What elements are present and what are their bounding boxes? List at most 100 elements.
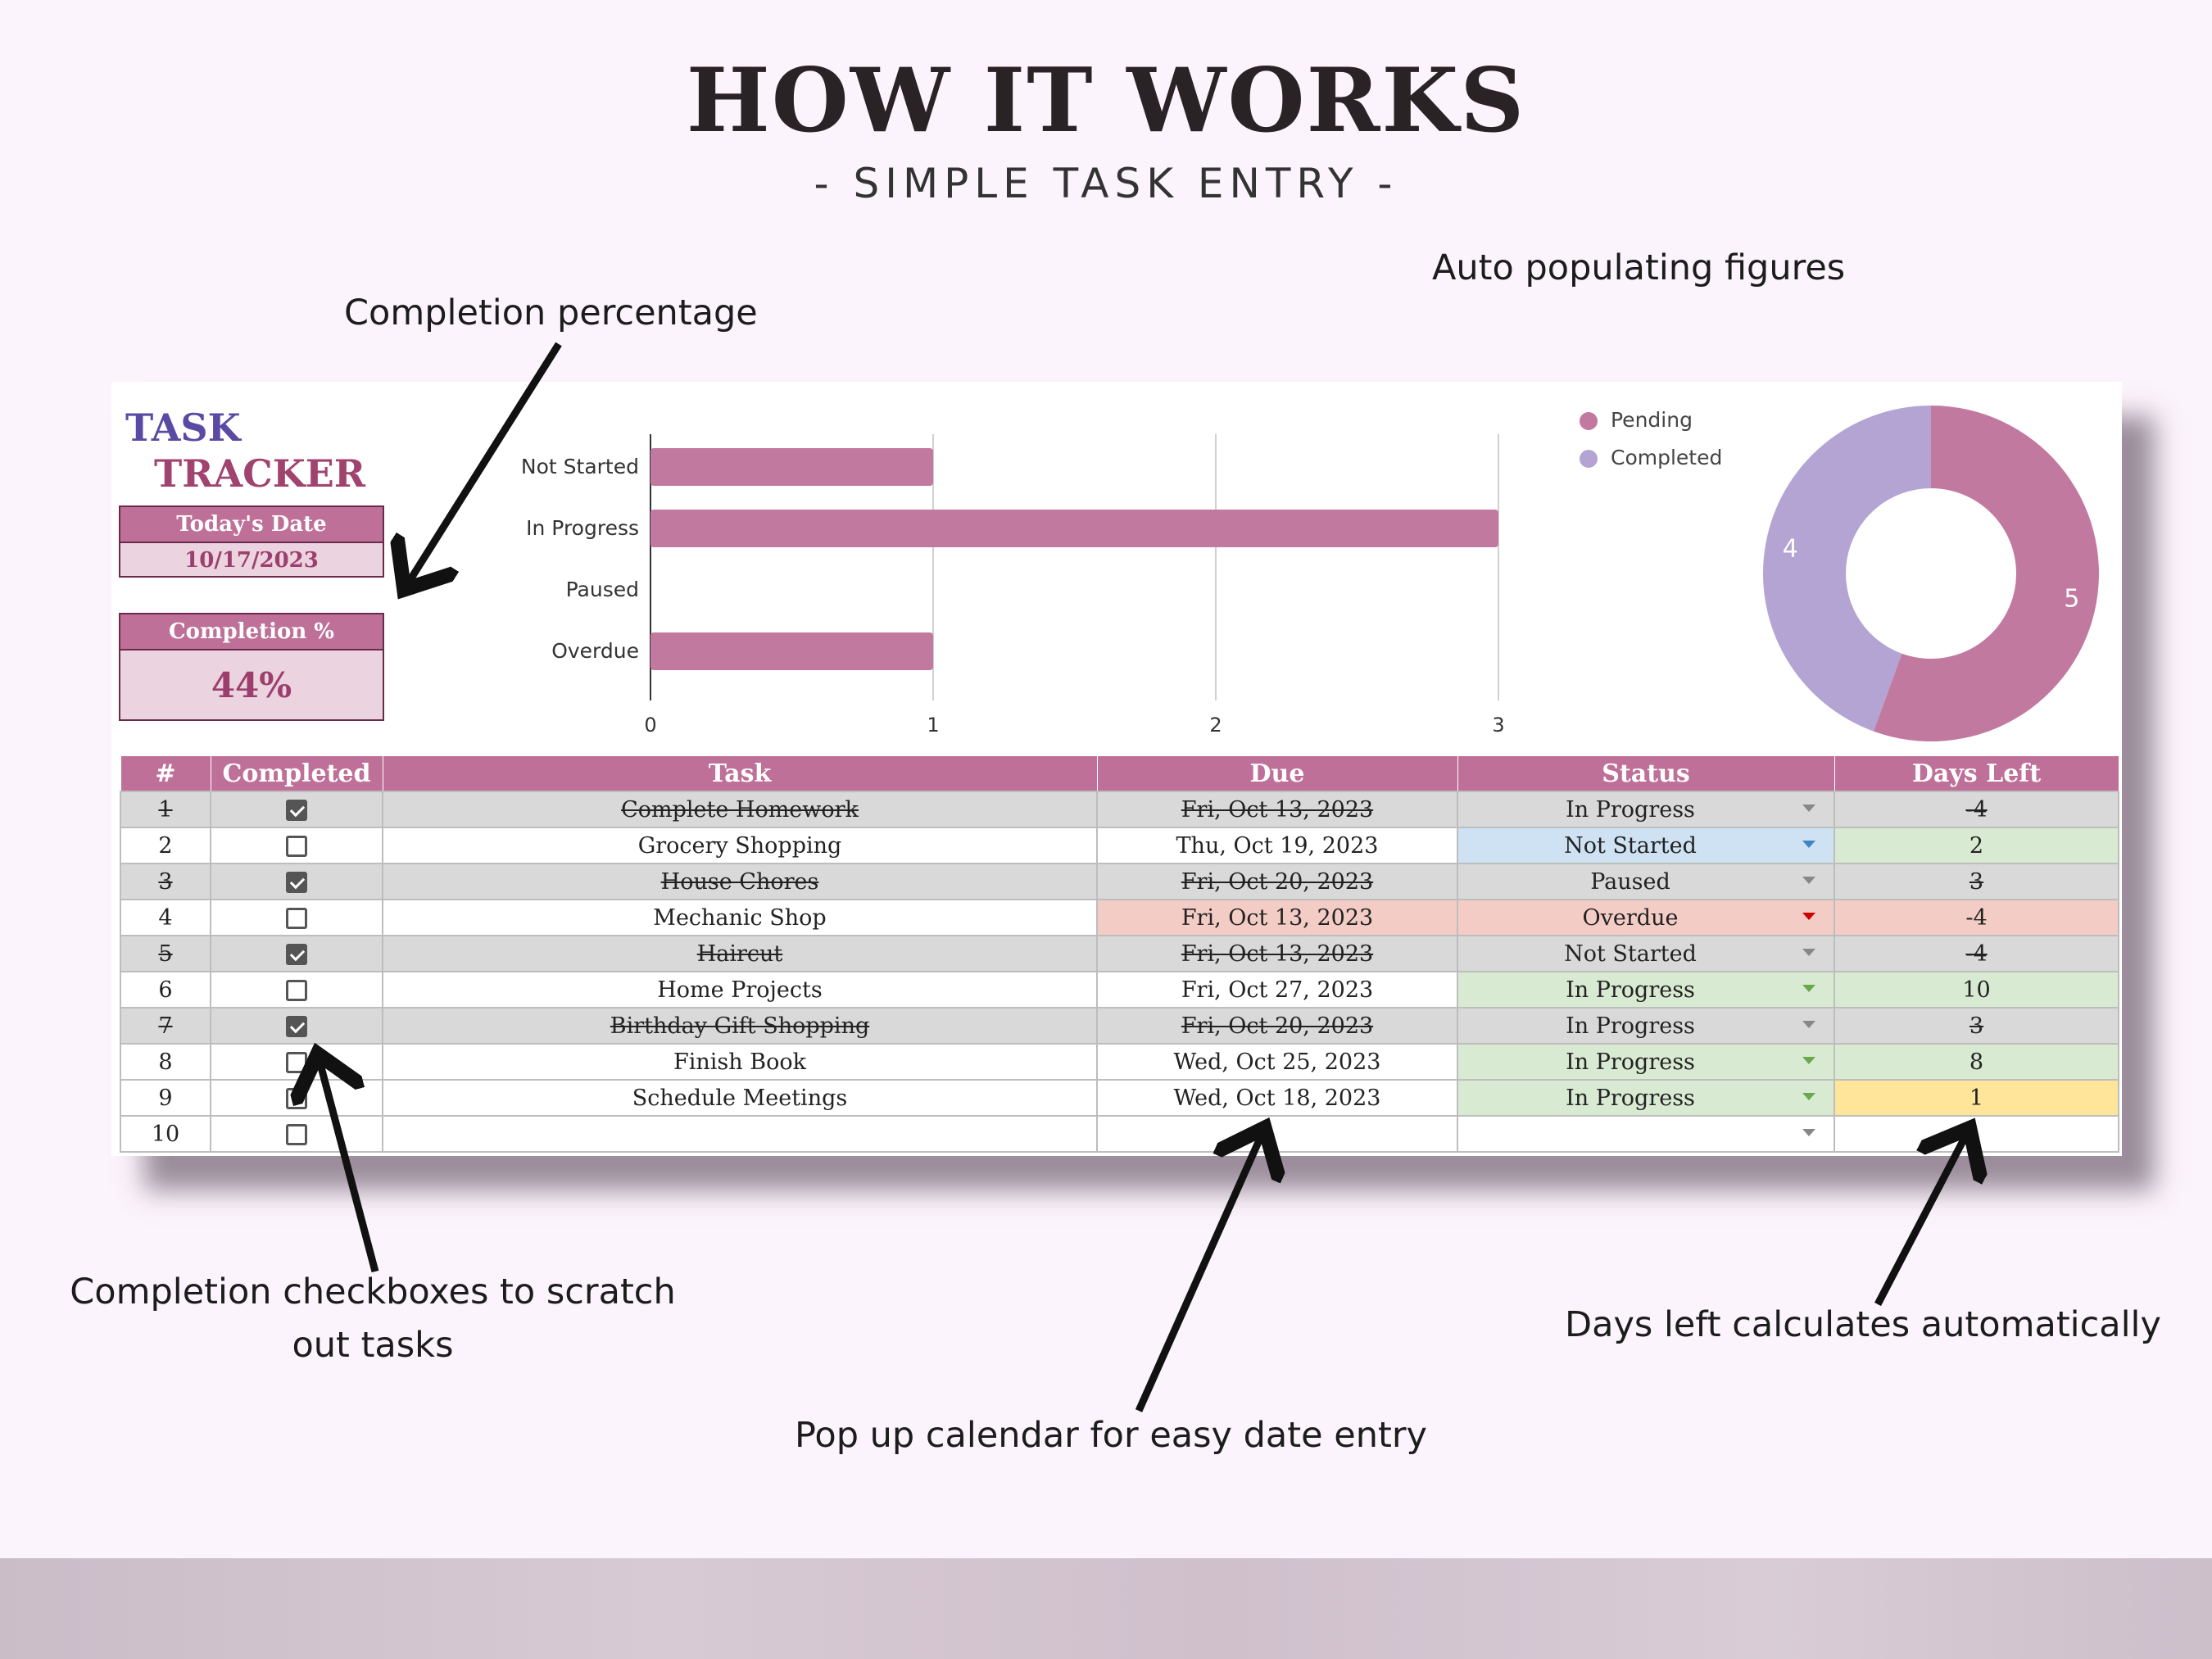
due-date-cell[interactable]: Fri, Oct 13, 2023 bbox=[1096, 899, 1458, 936]
due-date-cell[interactable]: Fri, Oct 20, 2023 bbox=[1096, 863, 1458, 900]
donut-slice-pending bbox=[1873, 406, 2099, 741]
annotation-checkboxes: Completion checkboxes to scratch out tas… bbox=[70, 1271, 676, 1366]
status-dropdown[interactable]: Not Started bbox=[1457, 827, 1835, 864]
due-date-cell[interactable]: Thu, Oct 19, 2023 bbox=[1096, 827, 1458, 864]
status-text: Not Started bbox=[1564, 941, 1697, 967]
row-number: 1 bbox=[120, 791, 211, 828]
due-date-cell[interactable]: Fri, Oct 13, 2023 bbox=[1096, 791, 1458, 828]
donut-value-label: 4 bbox=[1783, 535, 1798, 564]
task-cell[interactable]: Birthday Gift Shopping bbox=[382, 1007, 1098, 1045]
dropdown-arrow-icon[interactable] bbox=[1802, 985, 1815, 992]
row-number: 10 bbox=[120, 1115, 211, 1153]
col-header-completed: Completed bbox=[210, 755, 383, 792]
todays-date-value[interactable]: 10/17/2023 bbox=[184, 548, 319, 573]
due-date-cell[interactable]: Wed, Oct 25, 2023 bbox=[1096, 1043, 1458, 1081]
status-dropdown[interactable]: In Progress bbox=[1457, 791, 1835, 828]
legend-dot-completed bbox=[1580, 450, 1598, 468]
donut-legend: Pending Completed bbox=[1575, 401, 1722, 477]
y-category-label: Paused bbox=[566, 578, 639, 601]
annotation-days-left: Days left calculates automatically bbox=[1565, 1304, 2161, 1345]
completed-checkbox[interactable] bbox=[286, 800, 307, 821]
bar-overdue bbox=[650, 632, 933, 670]
table-row: 4 Mechanic Shop Fri, Oct 13, 2023 Overdue -4 bbox=[120, 899, 2119, 936]
status-dropdown[interactable]: In Progress bbox=[1457, 1007, 1835, 1045]
completed-checkbox[interactable] bbox=[286, 836, 307, 857]
row-number: 7 bbox=[120, 1007, 211, 1045]
status-bar-chart: 0 1 2 3 Not Started In Progress Paused Overdue bbox=[521, 434, 1505, 737]
annotation-auto-populating: Auto populating figures bbox=[1432, 247, 1846, 288]
todays-date-box: Today's Date 10/17/2023 bbox=[119, 505, 384, 578]
dropdown-arrow-icon[interactable] bbox=[1802, 949, 1815, 956]
table-row: 2 Grocery Shopping Thu, Oct 19, 2023 Not St… bbox=[120, 827, 2119, 864]
status-text: In Progress bbox=[1566, 1049, 1695, 1075]
days-left-cell: -4 bbox=[1834, 791, 2119, 828]
dropdown-arrow-icon[interactable] bbox=[1802, 877, 1815, 884]
completed-checkbox[interactable] bbox=[286, 980, 307, 1001]
task-cell[interactable] bbox=[382, 1115, 1098, 1153]
completed-checkbox[interactable] bbox=[286, 872, 307, 893]
completed-cell bbox=[210, 863, 383, 900]
page-subtitle: - SIMPLE TASK ENTRY - bbox=[814, 160, 1398, 207]
completed-checkbox[interactable] bbox=[286, 1124, 307, 1145]
completed-checkbox[interactable] bbox=[286, 908, 307, 929]
legend-dot-pending bbox=[1580, 412, 1598, 430]
y-category-label: Not Started bbox=[521, 455, 639, 478]
row-number: 2 bbox=[120, 827, 211, 864]
task-cell[interactable]: Home Projects bbox=[382, 971, 1098, 1009]
dropdown-arrow-icon[interactable] bbox=[1802, 1021, 1815, 1028]
task-cell[interactable]: Haircut bbox=[382, 935, 1098, 972]
dropdown-arrow-icon[interactable] bbox=[1802, 1057, 1815, 1064]
completed-cell bbox=[210, 827, 383, 864]
status-dropdown[interactable]: Paused bbox=[1457, 863, 1835, 900]
task-cell[interactable]: Schedule Meetings bbox=[382, 1079, 1098, 1117]
donut-slice-completed bbox=[1763, 406, 1931, 732]
completion-value: 44% bbox=[211, 665, 292, 705]
completion-label: Completion % bbox=[120, 614, 383, 650]
due-date-cell[interactable]: Fri, Oct 20, 2023 bbox=[1096, 1007, 1458, 1045]
task-cell[interactable]: Finish Book bbox=[382, 1043, 1098, 1081]
status-dropdown[interactable]: In Progress bbox=[1457, 1043, 1835, 1081]
due-date-cell[interactable]: Fri, Oct 13, 2023 bbox=[1096, 935, 1458, 972]
completed-cell bbox=[210, 899, 383, 936]
task-cell[interactable]: House Chores bbox=[382, 863, 1098, 900]
arrow-to-days-left bbox=[1874, 1135, 1966, 1307]
bar-not-started bbox=[650, 448, 933, 486]
status-dropdown[interactable]: Overdue bbox=[1457, 899, 1835, 936]
page-title: HOW IT WORKS bbox=[686, 49, 1526, 152]
dropdown-arrow-icon[interactable] bbox=[1802, 1093, 1815, 1100]
days-left-cell: 3 bbox=[1834, 1007, 2119, 1045]
task-cell[interactable]: Grocery Shopping bbox=[382, 827, 1098, 864]
due-date-cell[interactable]: Wed, Oct 18, 2023 bbox=[1096, 1079, 1458, 1117]
completed-cell bbox=[210, 1115, 383, 1153]
status-dropdown[interactable]: In Progress bbox=[1457, 971, 1835, 1009]
completed-checkbox[interactable] bbox=[286, 944, 307, 965]
status-dropdown[interactable]: In Progress bbox=[1457, 1079, 1835, 1117]
y-category-label: Overdue bbox=[551, 639, 639, 663]
due-date-cell[interactable]: Fri, Oct 27, 2023 bbox=[1096, 971, 1458, 1009]
status-dropdown[interactable]: Not Started bbox=[1457, 935, 1835, 972]
dropdown-arrow-icon[interactable] bbox=[1802, 913, 1815, 920]
dropdown-arrow-icon[interactable] bbox=[1802, 805, 1815, 812]
row-number: 4 bbox=[120, 899, 211, 936]
row-number: 5 bbox=[120, 935, 211, 972]
days-left-cell: 8 bbox=[1834, 1043, 2119, 1081]
dropdown-arrow-icon[interactable] bbox=[1802, 841, 1815, 848]
completed-cell bbox=[210, 971, 383, 1009]
legend-label-completed: Completed bbox=[1611, 446, 1723, 469]
completed-checkbox[interactable] bbox=[286, 1016, 307, 1037]
x-tick-label: 1 bbox=[927, 714, 939, 737]
task-cell[interactable]: Complete Homework bbox=[382, 791, 1098, 828]
legend-item-pending: Pending bbox=[1575, 401, 1722, 439]
table-row: 1 Complete Homework Fri, Oct 13, 2023 In Pr… bbox=[120, 791, 2119, 828]
logo-tracker: TRACKER bbox=[154, 451, 366, 496]
task-cell[interactable]: Mechanic Shop bbox=[382, 899, 1098, 936]
status-dropdown[interactable] bbox=[1457, 1115, 1835, 1153]
status-text: In Progress bbox=[1566, 1013, 1695, 1039]
decorative-marble-band bbox=[0, 1558, 2212, 1659]
todays-date-label: Today's Date bbox=[120, 507, 383, 543]
pending-completed-donut-chart: 54 bbox=[1763, 406, 2099, 741]
dropdown-arrow-icon[interactable] bbox=[1802, 1129, 1815, 1136]
days-left-cell: 3 bbox=[1834, 863, 2119, 900]
arrow-to-due bbox=[1135, 1135, 1262, 1412]
table-row: 5 Haircut Fri, Oct 13, 2023 Not Started -4 bbox=[120, 935, 2119, 972]
